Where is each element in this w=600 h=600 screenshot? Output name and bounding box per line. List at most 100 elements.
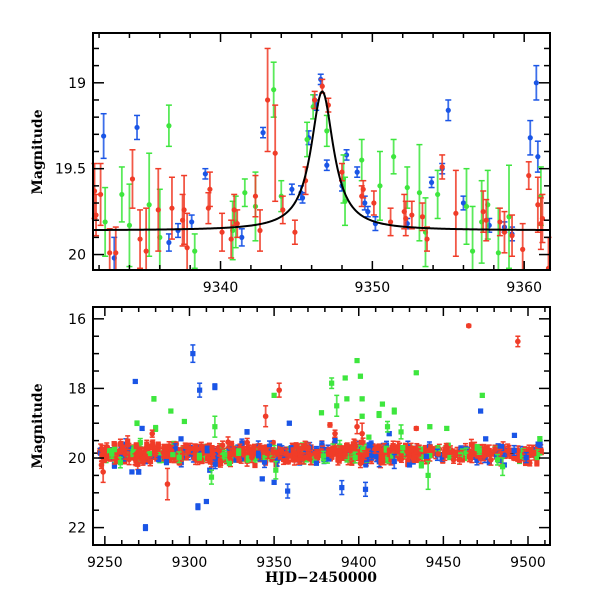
green-data-point — [413, 370, 419, 376]
red-data-point — [137, 209, 144, 270]
blue-data-point — [212, 383, 218, 391]
x-tick-label: 9360 — [506, 280, 542, 296]
blue-data-point — [129, 469, 135, 475]
red-data-point — [97, 162, 104, 227]
green-data-point — [246, 455, 252, 462]
bottom-y-axis-title: Magnitude — [30, 383, 46, 468]
red-data-point — [279, 195, 286, 225]
green-data-point — [463, 167, 470, 245]
green-data-point — [400, 444, 406, 451]
blue-data-point — [212, 459, 218, 470]
red-data-point — [206, 171, 213, 208]
green-data-point — [416, 143, 423, 242]
red-data-point — [155, 441, 162, 448]
green-data-point — [304, 121, 311, 158]
red-data-point — [327, 422, 333, 428]
blue-data-point — [391, 453, 397, 470]
red-data-point — [125, 435, 131, 448]
red-data-point — [531, 449, 537, 457]
red-data-point — [537, 197, 544, 251]
red-data-point — [265, 447, 271, 460]
green-data-point — [342, 176, 349, 227]
green-data-point — [165, 104, 172, 148]
red-data-point — [99, 444, 105, 455]
red-data-point — [410, 455, 417, 464]
blue-data-point — [445, 99, 452, 122]
blue-data-point — [369, 450, 375, 461]
bottom-x-axis-title: HJD−2450000 — [265, 570, 377, 586]
red-data-point — [357, 458, 364, 469]
red-data-point — [442, 448, 448, 462]
red-data-point — [361, 450, 367, 461]
blue-data-point — [354, 166, 361, 179]
red-data-point — [534, 176, 541, 233]
red-data-point — [252, 462, 258, 469]
red-data-point — [129, 149, 136, 209]
red-data-point — [270, 447, 276, 459]
green-data-point — [329, 377, 335, 390]
red-data-point — [140, 457, 146, 466]
green-data-point — [273, 460, 279, 480]
red-data-point — [501, 210, 508, 254]
blue-data-point — [478, 408, 484, 414]
red-data-point — [216, 444, 223, 457]
red-data-point — [435, 451, 441, 457]
x-tick-label: 9300 — [172, 555, 208, 571]
red-data-point — [526, 449, 532, 462]
blue-data-point — [286, 420, 292, 426]
red-data-point — [424, 226, 431, 252]
blue-data-point — [244, 429, 250, 435]
red-data-point — [143, 207, 150, 270]
blue-data-point — [203, 498, 210, 505]
blue-data-point — [339, 479, 345, 496]
red-data-point — [272, 104, 279, 203]
green-data-point — [427, 424, 433, 430]
red-data-point — [149, 429, 156, 438]
red-data-point — [335, 453, 341, 466]
green-data-point — [126, 183, 133, 268]
green-data-point — [168, 408, 174, 414]
red-data-point — [245, 444, 251, 454]
red-data-point — [327, 451, 333, 457]
green-data-point — [391, 407, 397, 415]
blue-data-point — [139, 425, 145, 432]
red-data-point — [492, 444, 498, 455]
green-data-point — [181, 418, 187, 425]
red-data-point — [278, 447, 285, 456]
blue-data-point — [372, 216, 379, 232]
top-ticks: 9340 9350 9360 19 19.5 20 — [55, 33, 550, 296]
blue-data-point — [271, 479, 277, 485]
blue-data-point — [142, 524, 149, 532]
blue-data-point — [136, 469, 142, 475]
red-data-point — [291, 219, 298, 245]
green-data-point — [271, 392, 277, 398]
red-data-point — [396, 456, 403, 462]
blue-data-point — [178, 436, 184, 442]
red-data-point — [122, 448, 129, 460]
blue-data-point — [460, 195, 467, 211]
red-data-point — [307, 449, 314, 460]
top-panel: 9340 9350 9360 19 19.5 20 Magnitude — [30, 32, 552, 296]
blue-data-point — [238, 228, 245, 247]
y-tick-label: 20 — [68, 248, 86, 264]
green-data-point — [390, 138, 397, 175]
green-data-point — [379, 401, 386, 407]
blue-data-point — [323, 159, 330, 172]
red-data-point — [231, 445, 238, 456]
green-data-point — [354, 357, 360, 364]
x-tick-label: 9400 — [341, 555, 377, 571]
red-data-point — [234, 209, 241, 239]
green-data-point — [212, 415, 218, 438]
red-data-point — [509, 214, 516, 258]
blue-data-point — [343, 149, 350, 161]
red-data-point — [378, 452, 384, 459]
x-tick-label: 9340 — [203, 280, 239, 296]
blue-data-point — [197, 382, 203, 398]
green-data-point — [537, 436, 543, 442]
red-data-point — [370, 190, 377, 216]
blue-data-point — [362, 481, 369, 498]
red-data-point — [539, 193, 546, 244]
blue-data-point — [406, 462, 413, 468]
red-data-point — [100, 460, 106, 484]
green-data-point — [359, 396, 365, 402]
